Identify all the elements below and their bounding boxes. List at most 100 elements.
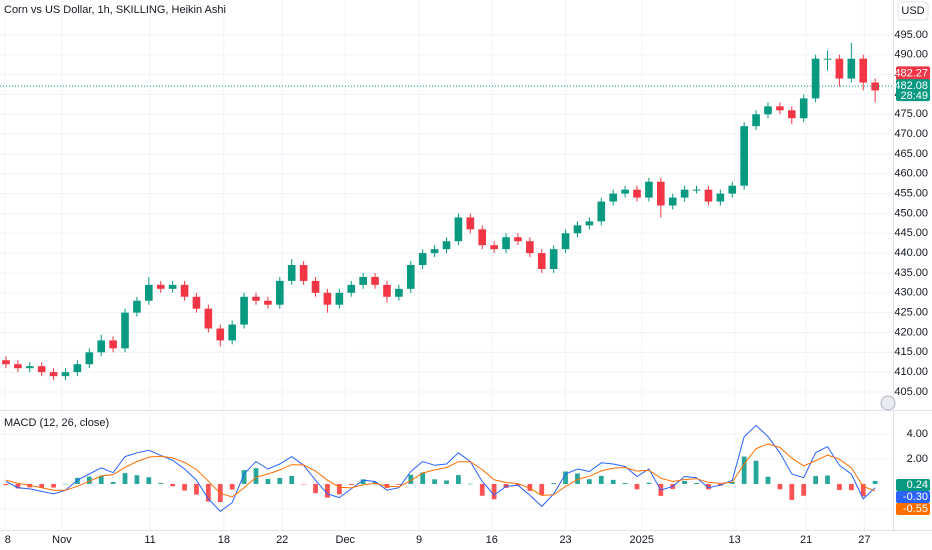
series-last-label-bg xyxy=(896,491,930,503)
histogram-bar xyxy=(98,475,104,484)
histogram-bar xyxy=(348,483,354,485)
x-tick-label: 8 xyxy=(5,534,11,546)
histogram-bar xyxy=(420,472,426,484)
candle-body xyxy=(871,82,879,91)
series-last-label: -0.30 xyxy=(903,491,928,503)
candle-body xyxy=(787,110,796,119)
candle-body xyxy=(668,197,677,206)
histogram-bar xyxy=(15,483,21,489)
y-tick-label: 465.00 xyxy=(894,148,928,160)
candle-body xyxy=(549,249,558,269)
histogram-bar xyxy=(3,483,9,486)
y-tick-label: 410.00 xyxy=(894,366,928,378)
histogram-bar xyxy=(598,475,604,484)
candle-body xyxy=(466,217,475,230)
candle-body xyxy=(49,372,58,377)
histogram-bar xyxy=(479,483,485,496)
histogram-bar xyxy=(301,483,307,485)
histogram-bar xyxy=(789,483,795,500)
histogram-bar xyxy=(682,480,688,484)
y-tick-label: 450.00 xyxy=(894,207,928,219)
histogram-bar xyxy=(360,479,366,484)
candle-body xyxy=(680,189,689,198)
candle-body xyxy=(526,241,534,254)
histogram-bar xyxy=(575,473,580,484)
candle-body xyxy=(311,280,320,293)
candle-body xyxy=(573,225,582,234)
candle-body xyxy=(240,296,248,325)
histogram-bar xyxy=(646,482,652,484)
y-tick-label: 2.00 xyxy=(907,453,928,465)
x-tick-label: Nov xyxy=(52,534,72,546)
histogram-bar xyxy=(432,479,437,484)
candle-body xyxy=(109,340,117,349)
candle-body xyxy=(61,372,70,377)
countdown: 28:49 xyxy=(900,90,928,102)
histogram-bar xyxy=(313,483,318,494)
histogram-last-label-bg xyxy=(896,479,930,491)
x-tick-label: Dec xyxy=(336,534,356,546)
candle-body xyxy=(228,324,236,341)
y-tick-label: 495.00 xyxy=(894,29,928,41)
y-tick-label: 4.00 xyxy=(907,428,928,440)
x-tick-label: 16 xyxy=(486,534,498,546)
histogram-bar xyxy=(527,483,533,491)
x-tick-label: 21 xyxy=(800,534,812,546)
histogram-bar xyxy=(825,475,830,484)
x-tick-label: 27 xyxy=(858,534,870,546)
candle-body xyxy=(192,296,201,309)
candle-body xyxy=(633,189,641,198)
candle-body xyxy=(716,193,725,202)
histogram-bar xyxy=(706,483,711,490)
histogram-bar xyxy=(122,473,128,484)
macd-line xyxy=(5,424,876,512)
x-tick-label: 23 xyxy=(559,534,571,546)
candle-body xyxy=(73,364,82,373)
x-tick-label: 11 xyxy=(144,534,155,546)
candle-body xyxy=(752,114,760,127)
candle-body xyxy=(145,284,153,301)
series-last-label: -0.55 xyxy=(903,503,928,515)
x-tick-label: 13 xyxy=(729,534,741,546)
candle-body xyxy=(764,106,772,115)
y-tick-label: 405.00 xyxy=(894,386,928,398)
last-price-label: 482.08 xyxy=(894,80,928,92)
indicator-title: MACD (12, 26, close) xyxy=(4,417,109,429)
histogram-bar xyxy=(86,476,92,484)
y-tick-label: 415.00 xyxy=(894,346,928,358)
histogram-bar xyxy=(753,460,759,484)
histogram-bar xyxy=(777,483,783,490)
candle-body xyxy=(740,126,748,186)
candle-body xyxy=(537,253,546,269)
histogram-bar xyxy=(396,483,402,485)
x-tick-label: 22 xyxy=(276,534,288,546)
histogram-bar xyxy=(253,468,259,484)
histogram-bar xyxy=(63,483,68,485)
candle-body xyxy=(275,280,284,305)
candle-body xyxy=(97,340,106,353)
histogram-bar xyxy=(289,475,295,484)
candle-body xyxy=(25,366,34,369)
histogram-bar xyxy=(182,483,187,491)
histogram-bar xyxy=(837,483,842,491)
candle-body xyxy=(514,237,522,242)
x-tick-label: 18 xyxy=(218,534,230,546)
histogram-bar xyxy=(241,470,247,484)
y-tick-label: 425.00 xyxy=(894,307,928,319)
candle-body xyxy=(418,253,427,266)
candle-body xyxy=(609,193,618,202)
histogram-bar xyxy=(444,480,449,484)
histogram-bar xyxy=(229,483,235,490)
currency-button[interactable] xyxy=(897,1,929,21)
candle-body xyxy=(823,58,832,60)
histogram-bar xyxy=(813,476,818,484)
histogram-bar xyxy=(408,474,414,484)
histogram-bar xyxy=(694,482,699,484)
candle-body xyxy=(14,364,22,369)
candle-body xyxy=(561,233,570,250)
flag-icon[interactable] xyxy=(880,395,896,411)
y-tick-label: 460.00 xyxy=(894,168,928,180)
y-tick-label: 440.00 xyxy=(894,247,928,259)
histogram-bar xyxy=(110,482,116,484)
